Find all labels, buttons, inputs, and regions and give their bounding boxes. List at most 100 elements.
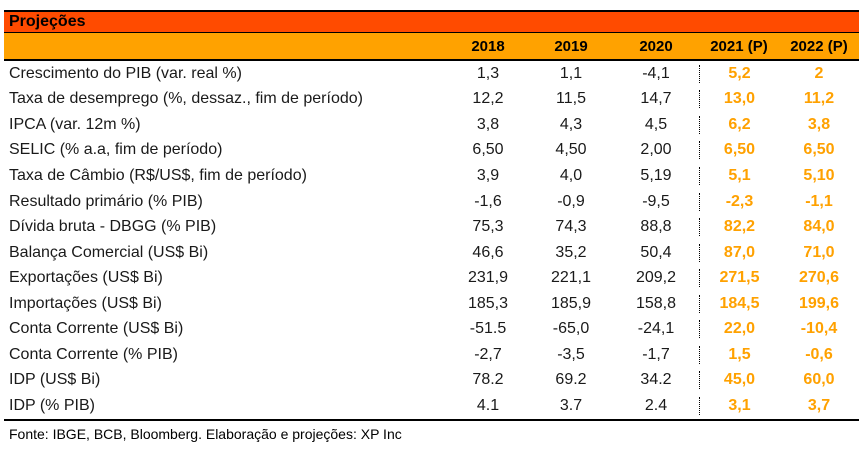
cell-2020: 34.2 [640, 371, 672, 389]
row-label: Importações (US$ Bi) [9, 294, 162, 312]
cell-2022p: 71,0 [803, 243, 835, 261]
row-label: IDP (US$ Bi) [9, 371, 101, 389]
cell-2021p: 87,0 [699, 243, 779, 262]
table-row: Resultado primário (% PIB) -1,6 -0,9 -9,… [4, 189, 859, 215]
cell-2020: 4,5 [644, 115, 668, 133]
cell-2022p: 84,0 [803, 218, 835, 236]
cell-2018: 3,9 [476, 166, 500, 184]
cell-2022p: 270,6 [798, 269, 840, 287]
cell-2018: 231,9 [467, 269, 509, 287]
cell-2019: 4,3 [559, 115, 583, 133]
table-row: Crescimento do PIB (var. real %) 1,3 1,1… [4, 61, 859, 87]
cell-2020: 209,2 [635, 269, 677, 287]
table-row: IDP (% PIB) 4.1 3.7 2.4 3,1 3,7 [4, 393, 859, 419]
cell-2019: 74,3 [555, 218, 587, 236]
cell-2021p: 6,2 [699, 115, 779, 134]
cell-2020: -9,5 [642, 192, 670, 210]
table-row: Conta Corrente (% PIB) -2,7 -3,5 -1,7 1,… [4, 342, 859, 368]
cell-2022p: 6,50 [803, 141, 835, 159]
cell-2022p: -1,1 [805, 192, 833, 210]
cell-2020: 2.4 [644, 396, 668, 414]
cell-2021p: 13,0 [699, 90, 779, 109]
cell-2018: 75,3 [472, 218, 504, 236]
row-label: Resultado primário (% PIB) [9, 192, 203, 210]
cell-2018: 4.1 [476, 396, 500, 414]
cell-2019: -3,5 [557, 345, 585, 363]
cell-2021p: 184,5 [699, 294, 779, 313]
cell-2018: 1,3 [476, 64, 500, 82]
cell-2020: -4,1 [642, 64, 670, 82]
table-row: Exportações (US$ Bi) 231,9 221,1 209,2 2… [4, 265, 859, 291]
row-label: Taxa de desemprego (%, dessaz., fim de p… [9, 90, 363, 108]
row-label: Exportações (US$ Bi) [9, 269, 163, 287]
table-row: Taxa de desemprego (%, dessaz., fim de p… [4, 87, 859, 113]
source-note: Fonte: IBGE, BCB, Bloomberg. Elaboração … [9, 425, 402, 442]
cell-2021p: 45,0 [699, 371, 779, 390]
cell-2018: 185,3 [467, 294, 509, 312]
row-label: Dívida bruta - DBGG (% PIB) [9, 218, 217, 236]
cell-2019: 1,1 [559, 64, 583, 82]
cell-2019: 11,5 [556, 90, 586, 108]
column-header-2019: 2019 [554, 37, 588, 55]
table-row: Importações (US$ Bi) 185,3 185,9 158,8 1… [4, 291, 859, 317]
cell-2019: 3.7 [559, 396, 583, 414]
cell-2022p: 11,2 [803, 90, 835, 108]
cell-2022p: -0,6 [805, 345, 833, 363]
column-header-2021p: 2021 (P) [710, 37, 768, 55]
cell-2020: -24,1 [637, 320, 675, 338]
cell-2021p: 6,50 [699, 141, 779, 160]
column-header-2022p: 2022 (P) [790, 37, 848, 55]
cell-2022p: 5,10 [803, 166, 835, 184]
row-label: Crescimento do PIB (var. real %) [9, 64, 242, 82]
table-row: Dívida bruta - DBGG (% PIB) 75,3 74,3 88… [4, 214, 859, 240]
column-header-row: 2018 2019 2020 2021 (P) 2022 (P) [4, 33, 859, 61]
cell-2019: 185,9 [550, 294, 592, 312]
table-title-band: Projeções [4, 10, 859, 33]
cell-2021p: 5,1 [699, 166, 779, 185]
cell-2019: 221,1 [550, 269, 592, 287]
cell-2021p: 5,2 [699, 64, 779, 83]
table-row: IPCA (var. 12m %) 3,8 4,3 4,5 6,2 3,8 [4, 112, 859, 138]
cell-2018: 78.2 [472, 371, 504, 389]
cell-2021p: 22,0 [699, 320, 779, 339]
cell-2022p: 2 [814, 64, 824, 82]
cell-2020: 158,8 [635, 294, 677, 312]
cell-2019: -0,9 [557, 192, 585, 210]
cell-2019: 35,2 [555, 243, 587, 261]
table-row: IDP (US$ Bi) 78.2 69.2 34.2 45,0 60,0 [4, 368, 859, 394]
row-label: Balança Comercial (US$ Bi) [9, 243, 209, 261]
column-header-2020: 2020 [639, 37, 673, 55]
row-label: Conta Corrente (% PIB) [9, 345, 178, 363]
cell-2022p: 199,6 [798, 294, 840, 312]
table-body: Crescimento do PIB (var. real %) 1,3 1,1… [4, 61, 859, 421]
row-label: SELIC (% a.a, fim de período) [9, 141, 223, 159]
row-label: Conta Corrente (US$ Bi) [9, 320, 184, 338]
cell-2021p: -2,3 [699, 192, 779, 211]
cell-2022p: 60,0 [803, 371, 835, 389]
cell-2020: 88,8 [640, 218, 672, 236]
cell-2021p: 3,1 [699, 396, 779, 415]
cell-2021p: 271,5 [699, 269, 779, 288]
row-label: IPCA (var. 12m %) [9, 115, 141, 133]
cell-2019: 4,50 [555, 141, 587, 159]
table-row: Taxa de Câmbio (R$/US$, fim de período) … [4, 163, 859, 189]
table-row: Balança Comercial (US$ Bi) 46,6 35,2 50,… [4, 240, 859, 266]
cell-2019: -65,0 [552, 320, 590, 338]
cell-2022p: 3,8 [807, 115, 831, 133]
table-row: SELIC (% a.a, fim de período) 6,50 4,50 … [4, 138, 859, 164]
cell-2020: -1,7 [642, 345, 670, 363]
cell-2018: -51.5 [469, 320, 507, 338]
table-row: Conta Corrente (US$ Bi) -51.5 -65,0 -24,… [4, 316, 859, 342]
cell-2020: 14,7 [640, 90, 672, 108]
cell-2019: 69.2 [555, 371, 587, 389]
cell-2022p: 3,7 [807, 396, 831, 414]
cell-2020: 5,19 [640, 166, 672, 184]
cell-2018: 6,50 [472, 141, 504, 159]
projections-table: Projeções 2018 2019 2020 2021 (P) 2022 (… [4, 10, 859, 442]
row-label: IDP (% PIB) [9, 396, 95, 414]
cell-2019: 4,0 [559, 166, 583, 184]
table-title: Projeções [9, 13, 86, 30]
cell-2018: 3,8 [476, 115, 500, 133]
cell-2018: 46,6 [472, 243, 504, 261]
cell-2018: 12,2 [472, 90, 504, 108]
